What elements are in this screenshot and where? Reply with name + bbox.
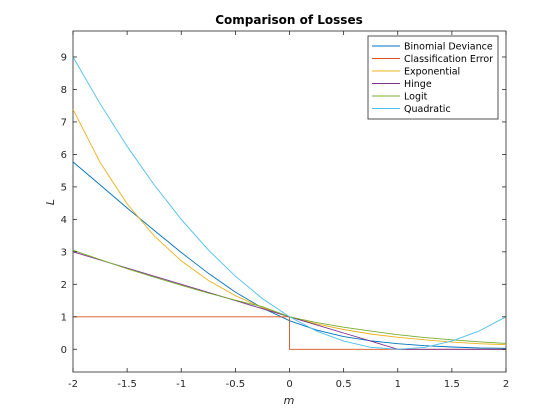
y-tick-label: 1	[61, 312, 67, 323]
y-axis-label: L	[44, 199, 57, 205]
x-tick-label: 1	[395, 379, 401, 390]
series-line-quadratic	[72, 56, 507, 350]
chart-title: Comparison of Losses	[215, 13, 362, 27]
legend-entry: Quadratic	[404, 104, 451, 115]
x-tick-label: -0.5	[226, 379, 246, 390]
legend-entry: Logit	[404, 92, 428, 103]
y-tick-label: 2	[61, 280, 67, 291]
x-tick-label: 2	[503, 379, 509, 390]
x-tick-label: -2	[68, 379, 78, 390]
y-tick-label: 9	[61, 52, 67, 63]
y-tick-label: 0	[61, 345, 67, 356]
legend-box	[367, 35, 499, 120]
x-tick-label: 0.5	[336, 379, 352, 390]
x-tick-label: -1	[176, 379, 186, 390]
legend-entry: Binomial Deviance	[404, 42, 493, 53]
y-tick-label: 4	[61, 215, 67, 226]
y-tick-label: 3	[61, 247, 67, 258]
legend-entry: Exponential	[404, 67, 460, 78]
legend-entry: Classification Error	[404, 54, 493, 65]
x-axis-label: m	[284, 394, 295, 407]
y-tick-label: 5	[61, 182, 67, 193]
y-tick-label: 7	[61, 117, 67, 128]
y-tick-label: 8	[61, 85, 67, 96]
x-tick-label: -1.5	[117, 379, 137, 390]
x-tick-label: 1.5	[444, 379, 460, 390]
axis-ticks: -2 -1.5 -1 -0.5 0 0.5 1 1.5 2 0 1 2 3 4 5 6 7 8 9	[61, 31, 509, 390]
series-layer	[72, 56, 507, 350]
legend-entry: Hinge	[404, 79, 432, 90]
y-tick-label: 6	[61, 150, 67, 161]
x-tick-label: 0	[286, 379, 292, 390]
